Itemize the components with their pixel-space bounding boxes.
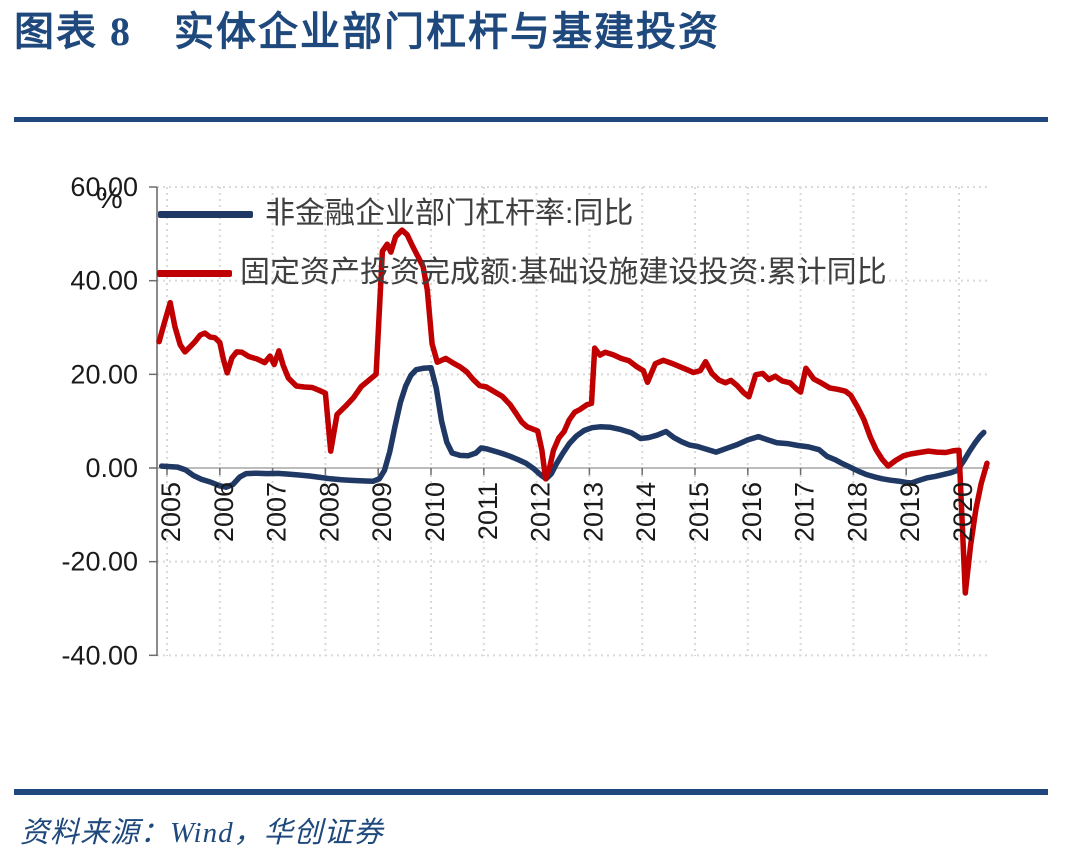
x-tick-label: 2018: [842, 482, 872, 542]
y-tick-label: 60.00: [70, 172, 138, 202]
y-tick-label: 20.00: [70, 359, 138, 389]
x-tick-label: 2014: [631, 482, 661, 542]
line-chart-canvas: 60.00 40.00 20.00 0.00 -20.00 -40.00 2005 2006 2…: [61, 172, 990, 670]
series-line-leverage-yoy: [158, 365, 987, 490]
legend-label-leverage: 非金融企业部门杠杆率:同比: [265, 197, 634, 230]
legend-item-leverage: 非金融企业部门杠杆率:同比: [158, 199, 633, 229]
navy-line-swatch-icon: [158, 210, 253, 218]
x-tick-label: 2013: [578, 482, 608, 542]
series-line-infra-investment-yoy: [156, 227, 990, 596]
report-figure-page: 60.00 40.00 20.00 0.00 -20.00 -40.00 2005 2006 2…: [14, 9, 1048, 849]
x-tick-label: 2008: [314, 482, 344, 542]
y-tick-label: -40.00: [61, 640, 138, 670]
legend-item-infra: 固定资产投资完成额:基础设施建设投资:累计同比: [157, 258, 887, 288]
title-divider-line: [14, 117, 1048, 122]
x-tick-label: 2015: [684, 482, 714, 542]
x-tick-label: 2017: [790, 482, 820, 542]
y-axis-unit-label: %: [96, 182, 123, 215]
x-tick-label: 2016: [737, 482, 767, 542]
x-tick-label: 2020: [948, 482, 978, 542]
y-tick-label: -20.00: [61, 547, 138, 577]
x-tick-label: 2007: [262, 482, 292, 542]
x-tick-label: 2011: [473, 482, 503, 540]
x-tick-label: 2009: [367, 482, 397, 542]
footer-divider-line: [14, 789, 1048, 795]
legend-label-infra: 固定资产投资完成额:基础设施建设投资:累计同比: [240, 256, 887, 289]
x-tick-label: 2006: [209, 482, 239, 542]
red-line-swatch-icon: [157, 269, 232, 277]
x-tick-label: 2012: [526, 482, 556, 542]
x-tick-label: 2010: [420, 482, 450, 542]
figure-title: 图表 8 实体企业部门杠杆与基建投资: [14, 9, 720, 54]
y-tick-label: 40.00: [70, 266, 138, 296]
source-note: 资料来源：Wind，华创证券: [20, 817, 384, 849]
x-tick-label: 2005: [156, 482, 186, 542]
x-tick-label: 2019: [895, 482, 925, 542]
y-tick-label: 0.00: [85, 453, 138, 483]
